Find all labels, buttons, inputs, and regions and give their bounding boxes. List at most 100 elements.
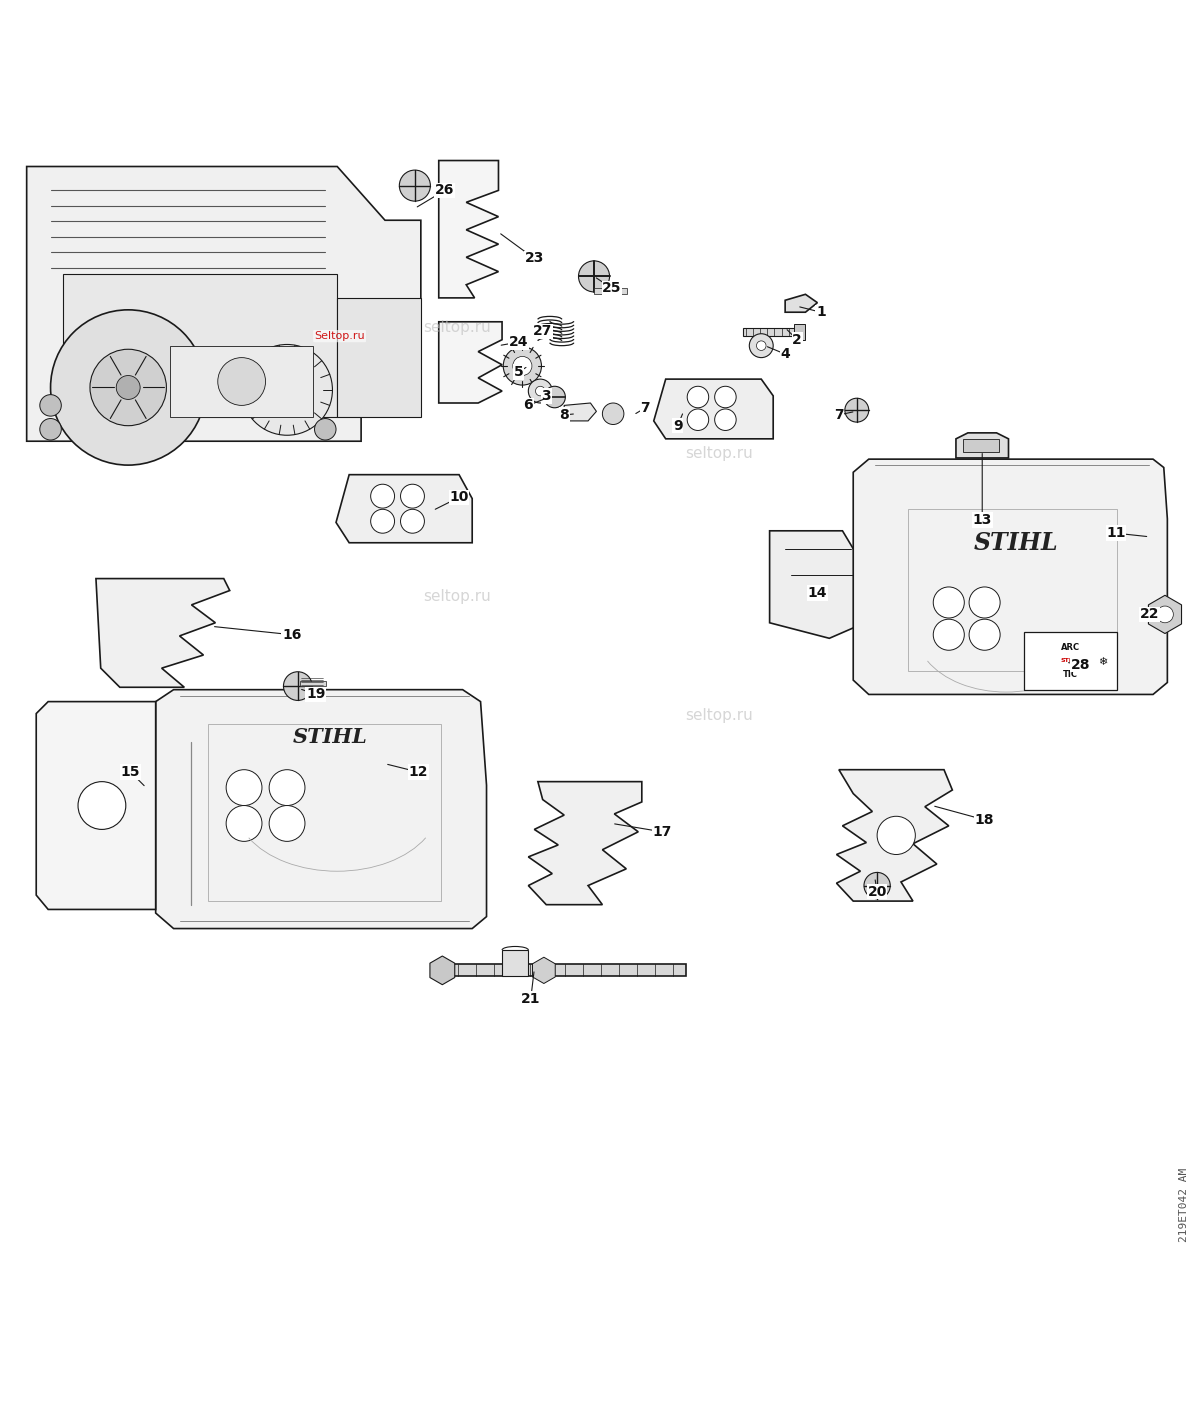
Text: 7: 7	[834, 408, 844, 422]
Text: 26: 26	[436, 183, 455, 197]
Text: STIHL: STIHL	[973, 531, 1058, 555]
Text: 3: 3	[541, 389, 551, 403]
Polygon shape	[785, 294, 817, 313]
Polygon shape	[853, 459, 1168, 694]
Circle shape	[1157, 605, 1174, 622]
Circle shape	[688, 408, 709, 431]
Circle shape	[226, 770, 262, 805]
Circle shape	[371, 510, 395, 534]
Polygon shape	[654, 379, 773, 439]
Circle shape	[715, 386, 736, 408]
Text: 10: 10	[449, 490, 469, 504]
Polygon shape	[1148, 596, 1182, 634]
Circle shape	[40, 394, 61, 417]
Circle shape	[116, 376, 140, 400]
Text: seltop.ru: seltop.ru	[422, 320, 491, 335]
Circle shape	[535, 386, 545, 396]
Circle shape	[241, 345, 332, 435]
Circle shape	[226, 805, 262, 842]
Text: 25: 25	[602, 282, 622, 296]
Polygon shape	[533, 957, 556, 984]
Text: 27: 27	[533, 324, 552, 338]
Text: 9: 9	[673, 418, 683, 432]
Text: ARC: ARC	[1061, 643, 1080, 652]
Text: 16: 16	[282, 628, 301, 642]
Circle shape	[90, 349, 167, 425]
Text: 12: 12	[409, 765, 428, 779]
Text: seltop.ru: seltop.ru	[685, 446, 754, 460]
Polygon shape	[26, 166, 421, 441]
Polygon shape	[156, 690, 486, 928]
Polygon shape	[836, 770, 953, 901]
Text: 7: 7	[641, 401, 650, 415]
Bar	[436, 964, 686, 976]
Text: seltop.ru: seltop.ru	[422, 589, 491, 604]
Text: 6: 6	[523, 398, 533, 413]
Text: 5: 5	[514, 365, 523, 379]
Bar	[964, 439, 998, 452]
Bar	[300, 681, 326, 686]
Bar	[209, 724, 442, 901]
Circle shape	[934, 620, 965, 650]
Text: STIHL: STIHL	[293, 728, 367, 748]
Text: Seltop.ru: Seltop.ru	[314, 331, 365, 341]
Circle shape	[756, 341, 766, 351]
Text: STIHL: STIHL	[1061, 659, 1081, 663]
Bar	[908, 510, 1117, 670]
Circle shape	[40, 418, 61, 441]
Polygon shape	[439, 322, 502, 403]
Text: ❄: ❄	[1098, 658, 1108, 667]
Text: 14: 14	[808, 586, 827, 600]
Circle shape	[269, 805, 305, 842]
Text: 18: 18	[974, 812, 995, 826]
Text: 4: 4	[780, 346, 790, 360]
Circle shape	[970, 620, 1000, 650]
Text: 28: 28	[1070, 658, 1090, 672]
Text: 219ET042 AM: 219ET042 AM	[1178, 1167, 1189, 1242]
Circle shape	[283, 672, 312, 700]
Circle shape	[877, 817, 916, 855]
Circle shape	[217, 358, 265, 406]
Circle shape	[688, 386, 709, 408]
Circle shape	[371, 484, 395, 508]
Circle shape	[602, 403, 624, 424]
Text: seltop.ru: seltop.ru	[685, 708, 754, 724]
Polygon shape	[956, 432, 1008, 458]
Bar	[743, 328, 797, 337]
Circle shape	[749, 334, 773, 358]
Circle shape	[278, 382, 295, 398]
Text: 15: 15	[121, 765, 140, 779]
Text: TIC: TIC	[1063, 670, 1078, 679]
Polygon shape	[439, 161, 498, 298]
Text: 2: 2	[792, 332, 802, 346]
Text: 20: 20	[868, 884, 887, 898]
Circle shape	[715, 408, 736, 431]
Circle shape	[50, 310, 206, 465]
Circle shape	[503, 346, 541, 384]
Circle shape	[544, 386, 565, 408]
Circle shape	[401, 510, 425, 534]
Text: 19: 19	[306, 687, 325, 701]
Circle shape	[269, 770, 305, 805]
Circle shape	[578, 260, 610, 291]
Circle shape	[401, 484, 425, 508]
Text: 13: 13	[972, 513, 992, 527]
Bar	[62, 275, 337, 417]
Polygon shape	[36, 701, 156, 910]
Circle shape	[512, 356, 532, 376]
Bar	[502, 950, 528, 976]
Text: 8: 8	[559, 408, 569, 422]
Circle shape	[864, 873, 890, 898]
Bar	[337, 298, 421, 417]
Text: 22: 22	[1140, 607, 1159, 621]
Circle shape	[528, 379, 552, 403]
Polygon shape	[96, 579, 229, 687]
Polygon shape	[769, 531, 857, 638]
Circle shape	[400, 170, 431, 201]
Text: 21: 21	[521, 993, 540, 1007]
Bar	[793, 324, 805, 339]
Polygon shape	[430, 956, 455, 984]
Circle shape	[314, 418, 336, 441]
Polygon shape	[336, 474, 472, 542]
Text: 23: 23	[524, 252, 544, 266]
